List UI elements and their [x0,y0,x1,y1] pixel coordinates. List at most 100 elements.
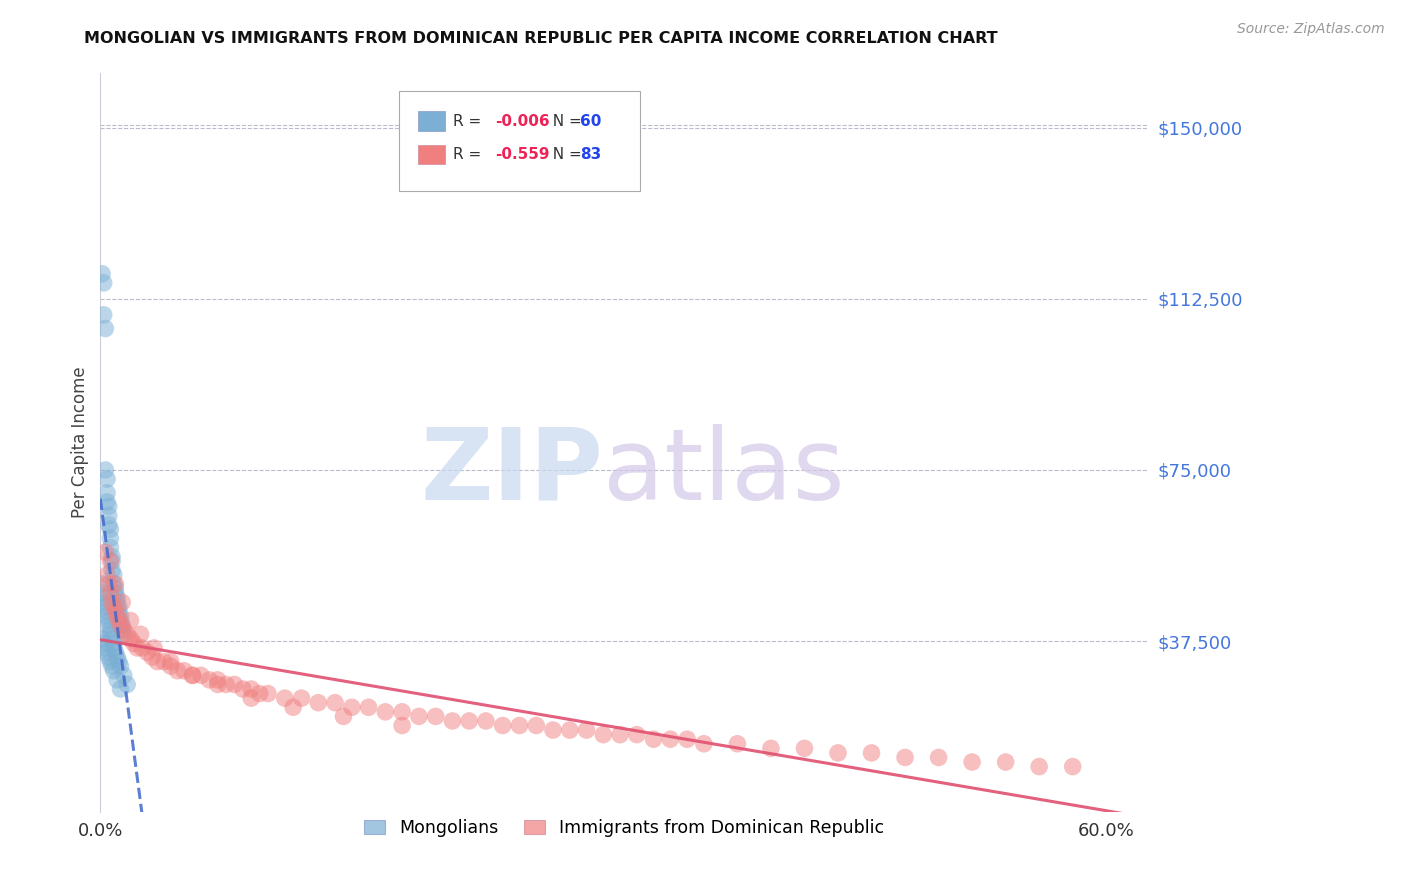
Text: MONGOLIAN VS IMMIGRANTS FROM DOMINICAN REPUBLIC PER CAPITA INCOME CORRELATION CH: MONGOLIAN VS IMMIGRANTS FROM DOMINICAN R… [84,31,998,46]
Point [104,577,127,591]
Point [96,646,118,660]
Point [215,677,238,691]
Point [105,650,128,665]
Point [97,517,120,532]
FancyBboxPatch shape [418,112,446,130]
Point [129,627,152,641]
Point [323,696,346,710]
Point [105,609,128,624]
Point [340,700,363,714]
Point [166,664,188,678]
Point [93,276,115,290]
Point [492,718,515,732]
Point [94,321,117,335]
Text: 60: 60 [581,113,602,128]
Point [198,673,221,687]
Point [105,591,128,605]
Point [136,646,159,660]
Point [103,664,125,678]
Legend: Mongolians, Immigrants from Dominican Republic: Mongolians, Immigrants from Dominican Re… [357,813,891,844]
Point [94,463,117,477]
Point [153,655,176,669]
Point [960,755,983,769]
Point [190,668,212,682]
Point [524,718,547,732]
Text: R =: R = [454,113,486,128]
Point [101,632,124,646]
Point [103,640,125,655]
Point [112,668,135,682]
Point [725,737,748,751]
Text: R =: R = [454,147,486,161]
Point [103,636,125,650]
Point [96,604,118,618]
Point [558,723,581,737]
Point [97,500,120,514]
Point [290,691,312,706]
Point [96,485,118,500]
Point [96,472,118,486]
Point [105,595,128,609]
Point [508,718,530,732]
Point [131,640,153,655]
Point [141,650,163,665]
Text: 83: 83 [581,147,602,161]
Point [93,591,115,605]
Point [100,541,122,555]
Point [112,627,135,641]
Point [181,668,204,682]
Point [643,732,665,747]
Point [827,746,849,760]
Point [441,714,464,728]
Point [458,714,481,728]
Point [111,595,134,609]
Point [860,746,883,760]
Point [110,659,132,673]
Point [101,563,124,577]
Point [100,586,122,600]
Point [100,623,122,637]
Point [374,705,396,719]
Point [103,568,125,582]
Point [1062,759,1084,773]
Point [146,655,169,669]
Point [928,750,950,764]
Point [224,677,246,691]
Point [101,659,124,673]
Point [127,640,149,655]
Point [391,718,413,732]
Point [793,741,815,756]
Point [122,636,145,650]
Point [104,646,127,660]
Point [97,577,120,591]
Text: atlas: atlas [603,424,845,521]
Point [94,599,117,614]
Point [120,614,142,628]
Point [332,709,354,723]
FancyBboxPatch shape [399,92,640,191]
Point [425,709,447,723]
Point [104,586,127,600]
Point [96,495,118,509]
Point [207,677,229,691]
Point [101,554,124,568]
Point [107,614,129,628]
Point [207,673,229,687]
Point [659,732,682,747]
Point [541,723,564,737]
Point [143,640,166,655]
Point [240,691,263,706]
Point [110,618,132,632]
Point [107,655,129,669]
Point [107,604,129,618]
Point [111,623,134,637]
Point [676,732,699,747]
Text: ZIP: ZIP [420,424,603,521]
Point [104,604,127,618]
Point [475,714,498,728]
Point [101,549,124,564]
Point [408,709,430,723]
Point [232,681,254,696]
Point [159,655,181,669]
Text: N =: N = [543,113,586,128]
